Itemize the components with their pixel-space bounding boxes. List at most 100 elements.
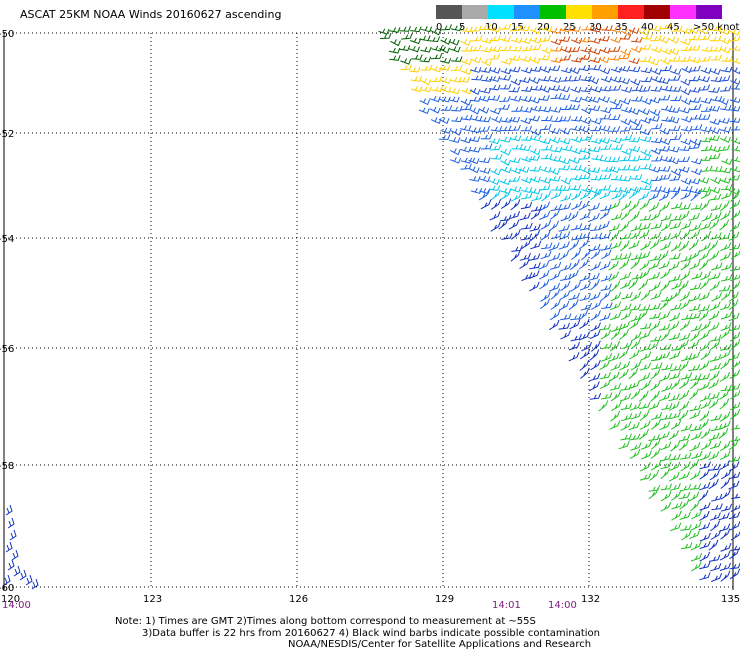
wind-barb xyxy=(660,441,672,451)
legend-label: 10 xyxy=(485,22,498,33)
wind-barb xyxy=(629,230,641,240)
wind-barb xyxy=(559,127,571,135)
wind-barb xyxy=(471,35,483,42)
wind-barb xyxy=(688,75,701,82)
wind-barb xyxy=(720,343,732,351)
wind-barb xyxy=(431,86,443,92)
wind-barb xyxy=(719,450,731,461)
wind-barb xyxy=(669,86,682,92)
wind-barb xyxy=(680,423,693,432)
wind-barb xyxy=(581,342,592,352)
wind-barb xyxy=(578,238,590,250)
wind-barb xyxy=(548,220,559,232)
wind-barb xyxy=(709,68,721,75)
wind-barb xyxy=(711,262,723,271)
lat-tick-label: -58 xyxy=(0,461,14,472)
wind-barb xyxy=(730,190,740,202)
wind-barb xyxy=(440,127,452,134)
wind-barb xyxy=(698,177,710,184)
wind-barb xyxy=(698,186,711,193)
wind-barb xyxy=(378,28,390,35)
wind-barb xyxy=(719,177,732,184)
wind-barb xyxy=(561,145,573,152)
wind-barb xyxy=(650,35,662,42)
wind-barb xyxy=(520,238,532,250)
wind-barb xyxy=(578,231,591,240)
wind-barb xyxy=(578,37,591,43)
wind-barb xyxy=(470,25,482,32)
wind-barb xyxy=(650,25,662,32)
wind-barb xyxy=(709,193,722,201)
wind-barb xyxy=(638,251,651,260)
wind-barb xyxy=(659,127,671,135)
wind-barb xyxy=(510,228,521,240)
wind-barb xyxy=(599,173,612,180)
wind-barb xyxy=(629,210,640,222)
wind-barb xyxy=(670,188,681,200)
wind-barb xyxy=(699,392,711,402)
wind-barb xyxy=(641,450,652,460)
legend-swatch xyxy=(540,5,566,19)
wind-barb xyxy=(529,148,541,156)
wind-barb xyxy=(528,155,540,161)
wind-barb xyxy=(729,562,740,570)
wind-barb xyxy=(498,218,509,230)
lat-tick-label: -54 xyxy=(0,234,14,245)
wind-barb xyxy=(578,65,591,72)
wind-barb xyxy=(578,126,590,133)
wind-barb xyxy=(499,23,512,30)
wind-barb xyxy=(679,145,691,152)
wind-barb xyxy=(709,35,722,42)
wind-barb xyxy=(660,491,672,502)
wind-barb xyxy=(480,46,493,53)
wind-barb xyxy=(530,229,541,241)
wind-barb xyxy=(729,461,740,472)
wind-barb xyxy=(430,117,442,124)
wind-barb xyxy=(661,363,673,371)
wind-barb xyxy=(539,184,551,191)
wind-barb xyxy=(620,303,632,312)
wind-barb xyxy=(620,200,632,211)
wind-barb xyxy=(538,260,550,270)
wind-barb xyxy=(610,66,623,73)
wind-barb xyxy=(688,364,701,372)
wind-barb xyxy=(699,468,710,480)
wind-barb xyxy=(728,299,739,311)
wind-barb xyxy=(571,136,583,143)
wind-barb xyxy=(490,221,501,232)
wind-barb xyxy=(590,86,603,93)
wind-barb xyxy=(659,372,671,382)
wind-barb xyxy=(460,137,472,144)
wind-barb xyxy=(609,200,621,210)
wind-barb xyxy=(440,37,452,45)
wind-barb xyxy=(710,423,723,432)
wind-barb xyxy=(648,401,660,410)
wind-barb xyxy=(720,528,731,540)
wind-barb xyxy=(699,540,711,549)
wind-barb xyxy=(620,421,632,431)
wind-barb xyxy=(499,36,511,43)
wind-barb xyxy=(600,273,613,282)
wind-barb xyxy=(640,149,651,157)
wind-barb xyxy=(731,359,740,370)
wind-barb xyxy=(730,249,740,260)
wind-barb xyxy=(731,424,740,430)
wind-barb xyxy=(709,554,721,562)
wind-barb xyxy=(678,471,690,480)
wind-barb xyxy=(660,413,672,421)
wind-barb xyxy=(658,323,671,331)
wind-barb xyxy=(658,36,670,44)
wind-barb xyxy=(589,243,601,252)
wind-barb xyxy=(19,569,27,581)
wind-barb xyxy=(680,372,693,380)
wind-barb xyxy=(621,291,633,300)
wind-barb xyxy=(650,368,661,380)
wind-barb xyxy=(648,115,660,122)
wind-barb xyxy=(510,135,522,142)
wind-barb xyxy=(628,367,639,380)
legend-swatch xyxy=(644,5,670,19)
wind-barb xyxy=(650,438,661,450)
wind-barb xyxy=(659,421,671,431)
wind-barb xyxy=(570,147,583,155)
wind-barb xyxy=(660,213,672,222)
